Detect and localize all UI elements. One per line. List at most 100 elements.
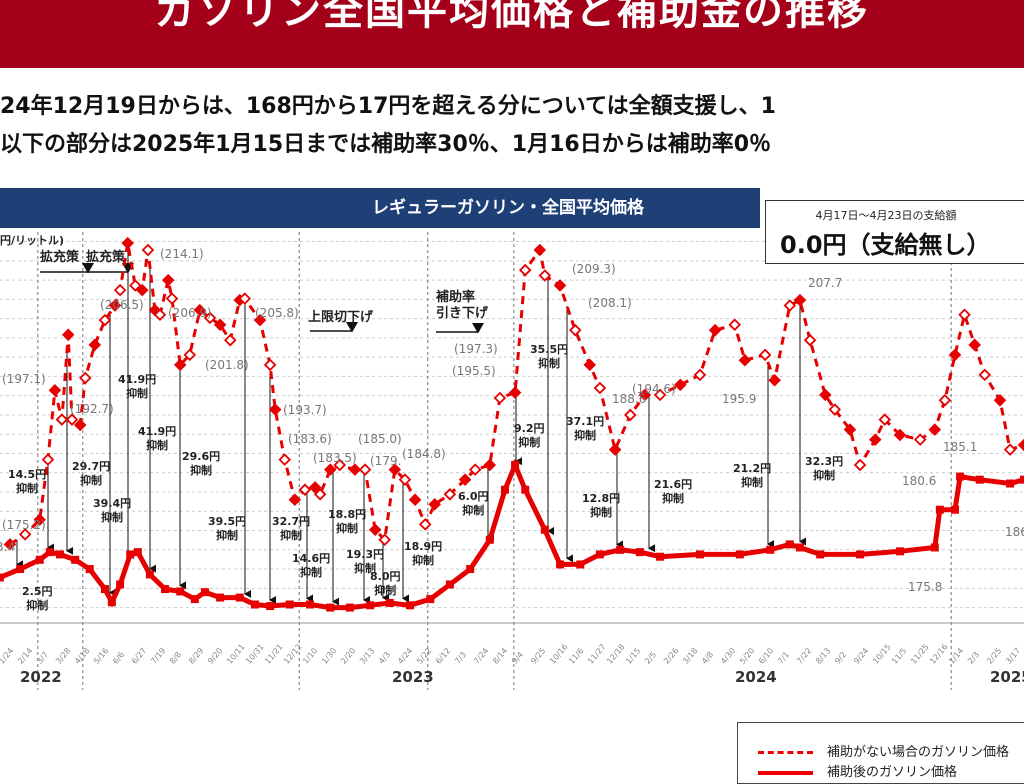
subsidized-price-point [0,573,4,582]
unsubsidized-price-point [828,403,842,416]
unsubsidized-price-point [653,388,667,402]
subsidized-price-point [616,545,625,554]
subsidy-amount-label: 39.5円 抑制 [208,515,247,542]
subtitle-line-2: 以下の部分は2025年1月15日までは補助率30％、1月16日からは補助率0％ [0,132,772,157]
unsubsidized-price-point [253,313,267,327]
subsidy-amount-label: 6.0円 抑制 [458,490,489,517]
unsubsidized-price-point [793,293,807,307]
subsidized-price-point [511,461,520,470]
unsubsidized-price-point [108,299,122,312]
unsubsidized-price-point [493,391,507,405]
subsidized-price-point [326,603,335,612]
y-axis-unit: 円/リットル) [0,234,65,247]
unsubsidized-price-point [358,463,372,476]
price-chart [0,232,1024,690]
unsubsidized-price-point [333,458,347,472]
subsidy-amount-label: 8.0円 抑制 [370,570,401,597]
unsubsidized-price-point [298,483,312,496]
unsubsidized-price-point [378,533,391,547]
subsidy-amount-label: 32.3円 抑制 [805,455,844,482]
price-label: 185.1 [943,440,978,454]
price-label: 175.8 [908,580,943,594]
unsubsidized-price-point [79,371,92,385]
price-label: (201.8) [205,358,249,372]
subsidized-price-point [856,550,865,559]
subsidized-price-point [176,587,185,596]
subsidized-price-point [595,550,604,559]
subsidy-amount-label: 14.5円 抑制 [8,468,47,495]
legend-item-unsubsidized: 補助がない場合のガソリン価格 [758,741,1009,760]
unsubsidized-price-point [55,413,69,426]
subsidized-price-point [426,595,435,604]
price-label: (179. [370,454,402,468]
unsubsidized-price-point [18,528,32,541]
note-cap-cut: 上限切下げ [308,310,374,325]
unsubsidized-price-point [223,333,237,347]
unsubsidized-price-point [458,473,472,486]
subsidized-price-point [576,560,585,569]
unsubsidized-price-point [1003,443,1017,456]
solid-line-swatch [758,770,813,775]
price-label: (184.8) [402,447,446,461]
unsubsidized-price-point [41,453,55,466]
unsubsidized-price-point [853,458,867,472]
price-label: 188.6 [612,392,647,406]
subsidized-price-point [956,472,965,481]
subsidy-amount-label: 29.6円 抑制 [182,450,221,477]
unsubsidized-price-point [313,488,327,501]
subsidized-price-point [250,600,259,609]
subsidy-amount-label: 37.1円 抑制 [566,415,605,442]
price-label: 207.7 [808,276,843,290]
unsubsidized-price-point [173,358,187,372]
subsidized-price-point [16,565,25,574]
unsubsidized-price-point [878,413,892,426]
price-label: (205.8) [255,306,299,320]
year-label-2024: 2024 [735,668,777,686]
subsidy-amount-label: 41.9円 抑制 [118,373,157,400]
subsidized-price-point [951,505,960,514]
unsubsidized-price-point [483,458,497,472]
unsubsidized-price-point [165,292,179,305]
unsubsidized-price-point [348,463,362,476]
payment-box: 4月17日～4月23日の支給額 0.0円（支給無し） [765,200,1024,264]
unsubsidized-price-point [758,348,772,362]
year-label-2023: 2023 [392,668,434,686]
chart-title: レギュラーガソリン・全国平均価格 [372,198,644,218]
unsubsidized-price-point [323,463,337,476]
unsubsidized-price-point [948,348,962,362]
price-label: (194.6) [632,382,676,396]
subsidized-price-point [366,601,375,610]
subsidized-price-point [406,601,415,610]
unsubsidized-price-point [693,368,707,382]
subsidy-amount-label: 18.8円 抑制 [328,508,367,535]
unsubsidized-price-point [33,513,46,527]
unsubsidized-price-point [278,453,291,466]
unsubsidized-price-point [263,358,277,372]
unsubsidized-price-point [978,368,992,382]
unsubsidized-price-point [238,292,252,305]
price-label: (206.9) [168,306,212,320]
unsubsidized-price-point [61,328,75,342]
unsubsidized-price-point [803,333,817,347]
unsubsidized-price-point [135,283,149,297]
unsubsidized-price-point [193,303,207,317]
subsidized-price-point [216,593,225,602]
unsubsidized-price-point [608,443,622,456]
subsidized-price-point [656,552,665,561]
dashed-line-swatch [758,751,813,754]
price-label: 186 [1005,525,1024,539]
unsubsidized-price-point [818,388,832,402]
unsubsidized-price-point [508,386,522,399]
subsidized-price-point [306,600,315,609]
subsidy-amount-label: 19.3円 抑制 [346,548,385,575]
subsidized-price-point [695,550,704,559]
page-title: ガソリン全国平均価格と補助金の推移 [155,0,869,34]
subsidized-price-point [500,485,509,494]
unsubsidized-price-point [843,423,857,436]
unsubsidized-price-point [65,413,79,426]
subsidy-amount-label: 2.5円 抑制 [22,585,53,612]
unsubsidized-price-point [553,279,567,292]
legend-item-subsidized: 補助後のガソリン価格 [758,761,957,780]
subsidized-price-point [635,548,644,557]
subsidized-price-point [785,540,794,549]
